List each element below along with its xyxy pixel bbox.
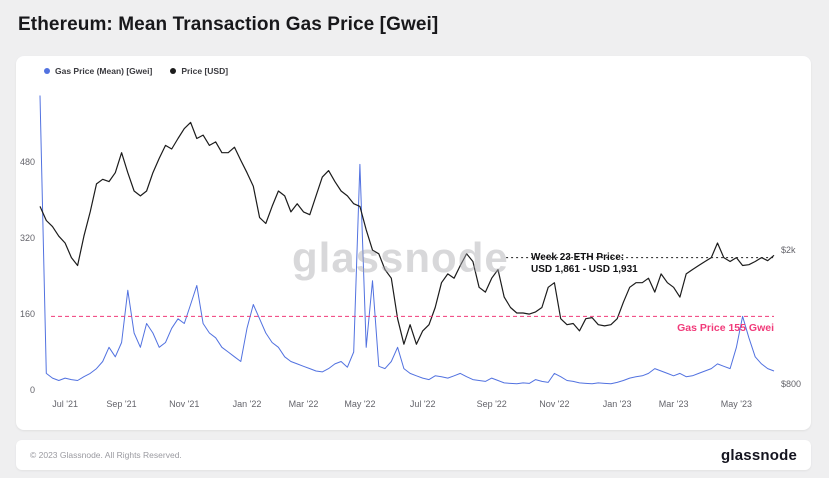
legend-item-gas-price[interactable]: Gas Price (Mean) [Gwei] <box>44 66 152 76</box>
svg-text:Nov '21: Nov '21 <box>169 399 199 409</box>
svg-text:Jan '22: Jan '22 <box>233 399 262 409</box>
legend-label-gas: Gas Price (Mean) [Gwei] <box>55 66 153 76</box>
svg-text:Mar '22: Mar '22 <box>289 399 319 409</box>
svg-text:May '23: May '23 <box>721 399 752 409</box>
svg-text:0: 0 <box>30 385 35 395</box>
footer-bar: © 2023 Glassnode. All Rights Reserved. g… <box>16 440 811 470</box>
svg-text:480: 480 <box>20 157 35 167</box>
svg-text:320: 320 <box>20 233 35 243</box>
svg-text:May '22: May '22 <box>344 399 375 409</box>
svg-text:Jul '21: Jul '21 <box>52 399 78 409</box>
glassnode-logo[interactable]: glassnode <box>721 446 797 464</box>
gas-series-dot-icon <box>44 68 50 74</box>
svg-text:Jan '23: Jan '23 <box>603 399 632 409</box>
svg-text:$2k: $2k <box>781 245 796 255</box>
svg-text:Mar '23: Mar '23 <box>659 399 689 409</box>
week23-eth-price-annotation: Week 23 ETH Price: USD 1,861 - USD 1,931 <box>531 252 638 276</box>
legend-item-price-usd[interactable]: Price [USD] <box>170 66 228 76</box>
page-title: Ethereum: Mean Transaction Gas Price [Gw… <box>18 14 439 35</box>
svg-text:Jul '22: Jul '22 <box>410 399 436 409</box>
gas-price-155-label: Gas Price 155 Gwei <box>677 322 774 334</box>
chart-legend: Gas Price (Mean) [Gwei] Price [USD] <box>44 66 228 76</box>
legend-label-price: Price [USD] <box>181 66 229 76</box>
gas-price-chart-plot[interactable]: 0 160 320 480 $2k $800 Jul '21 Sep '21 Nov '21 Ja… <box>16 78 811 430</box>
svg-text:160: 160 <box>20 309 35 319</box>
svg-text:Nov '22: Nov '22 <box>539 399 569 409</box>
svg-text:Sep '21: Sep '21 <box>106 399 136 409</box>
price-series-dot-icon <box>170 68 177 74</box>
week23-annotation-line2: USD 1,861 - USD 1,931 <box>531 264 638 275</box>
chart-card: Gas Price (Mean) [Gwei] Price [USD] 0 160… <box>16 56 811 430</box>
week23-annotation-line1: Week 23 ETH Price: <box>531 252 625 263</box>
svg-text:Sep '22: Sep '22 <box>477 399 507 409</box>
svg-text:$800: $800 <box>781 379 801 389</box>
copyright-text: © 2023 Glassnode. All Rights Reserved. <box>30 450 182 460</box>
